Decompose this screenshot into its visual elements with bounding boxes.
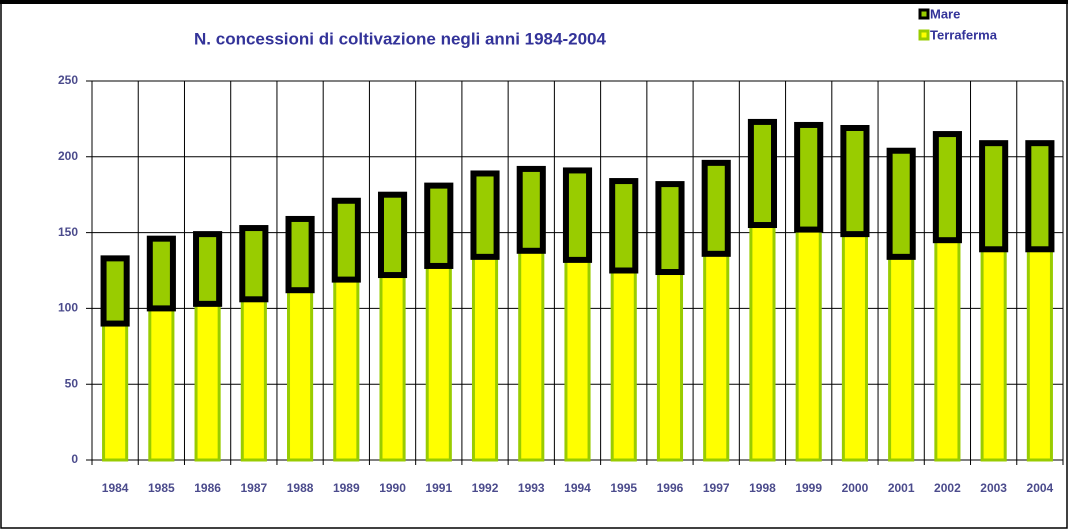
bar-segment [610, 269, 637, 462]
x-tick-label: 2001 [888, 481, 915, 495]
bar-segment [240, 297, 267, 462]
bar-segment [703, 252, 730, 462]
bar-segment [287, 288, 314, 462]
legend-swatch [918, 29, 930, 41]
y-tick-label: 200 [58, 149, 78, 163]
bar-segment [794, 121, 824, 233]
bar-segment [932, 131, 962, 244]
bar-segment [886, 147, 916, 260]
bar-segment [146, 235, 176, 312]
bar-segment [285, 215, 315, 294]
x-tick-label: 1993 [518, 481, 545, 495]
bar-segment [747, 118, 778, 229]
bar-segment [516, 165, 546, 254]
bar-segment [795, 228, 822, 462]
x-tick-label: 1997 [703, 481, 730, 495]
bar-segment [331, 197, 361, 283]
x-tick-label: 1996 [657, 481, 684, 495]
bar-segment [564, 258, 591, 462]
x-tick-label: 1998 [749, 481, 776, 495]
top-border [0, 0, 1068, 4]
legend-label: Terraferma [930, 27, 998, 42]
bar-segment [562, 167, 593, 263]
x-tick-label: 1987 [240, 481, 267, 495]
bar-segment [749, 223, 776, 462]
x-tick-label: 1994 [564, 481, 591, 495]
x-tick-label: 1995 [610, 481, 637, 495]
bar-segment [471, 255, 499, 462]
bar-segment [148, 306, 175, 462]
x-tick-label: 2002 [934, 481, 961, 495]
bar-segment [424, 182, 454, 269]
bar-segment [840, 124, 870, 238]
bar-segment [980, 247, 1007, 462]
chart-title: N. concessioni di coltivazione negli ann… [194, 29, 606, 48]
bar-segment [1025, 140, 1055, 253]
bar-segment [102, 322, 129, 462]
bar-segment [701, 159, 731, 257]
bar-segment [934, 238, 961, 462]
x-tick-label: 2003 [980, 481, 1007, 495]
bar-segment [333, 278, 360, 462]
x-tick-label: 1991 [425, 481, 452, 495]
x-tick-label: 1990 [379, 481, 406, 495]
x-tick-label: 1986 [194, 481, 221, 495]
x-tick-label: 1999 [795, 481, 822, 495]
bar-segment [609, 178, 639, 274]
bar-segment [100, 255, 130, 327]
legend-label: Mare [930, 6, 960, 21]
y-tick-label: 250 [58, 73, 78, 87]
legend-swatch [918, 8, 930, 20]
bar-segment [377, 191, 408, 279]
y-tick-label: 150 [58, 225, 78, 239]
x-tick-label: 1988 [287, 481, 314, 495]
y-tick-label: 50 [65, 376, 79, 390]
x-tick-label: 2004 [1027, 481, 1054, 495]
bar-segment [239, 225, 269, 303]
bar-segment [518, 249, 545, 462]
x-tick-label: 1985 [148, 481, 175, 495]
bar-segment [470, 170, 500, 260]
bar-segment [379, 273, 406, 462]
bar-segment [193, 231, 223, 307]
bar-segment [888, 255, 915, 462]
bar-segment [1026, 247, 1053, 462]
bar-segment [194, 302, 221, 462]
x-tick-label: 2000 [842, 481, 869, 495]
x-tick-label: 1984 [102, 481, 129, 495]
bar-segment [979, 140, 1009, 253]
y-tick-label: 0 [71, 452, 78, 466]
bar-segment [841, 232, 868, 462]
bar-segment [656, 270, 684, 462]
y-tick-label: 100 [58, 301, 78, 315]
x-tick-label: 1992 [472, 481, 499, 495]
bar-segment [425, 264, 452, 462]
x-tick-label: 1989 [333, 481, 360, 495]
bar-segment [655, 181, 685, 276]
